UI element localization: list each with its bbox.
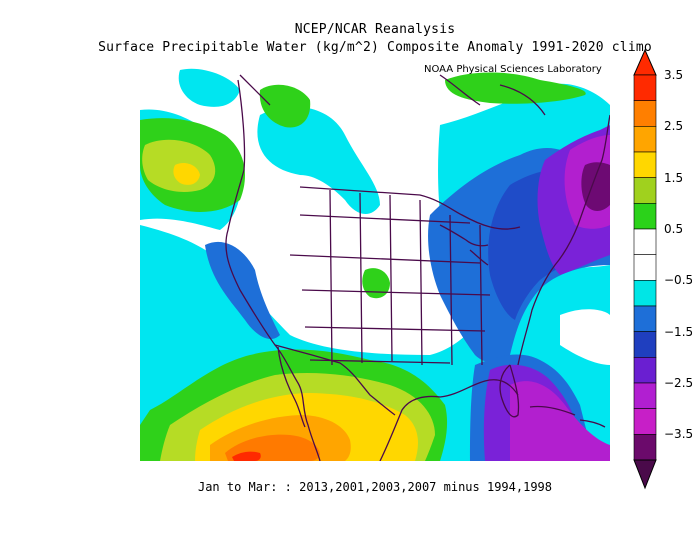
colorbar-tick-label: 3.5 [664, 68, 684, 82]
colorbar-segment [633, 408, 657, 435]
credit-label: NOAA Physical Sciences Laboratory [424, 64, 602, 75]
colorbar-tick-label: −0.5 [664, 273, 694, 288]
colorbar-segment [633, 434, 657, 461]
political-boundaries [225, 74, 610, 461]
colorbar-segment [633, 228, 657, 255]
colorbar-tick-label: 0.5 [664, 222, 684, 236]
florida [499, 364, 520, 418]
chart-title-source: NCEP/NCAR Reanalysis [294, 22, 456, 37]
gulf-coast [379, 379, 519, 461]
map-region-cyan-top [178, 68, 240, 107]
colorbar-segment [633, 126, 657, 153]
map-region-white-se [560, 309, 610, 365]
canada-arctic [239, 74, 546, 116]
colorbar-arrow-top [633, 48, 657, 76]
map-region-magenta-south [510, 381, 610, 461]
map-region-darkpurple-ne [581, 162, 610, 211]
state-lines-2 [329, 189, 483, 366]
colorbar-segment [633, 203, 657, 230]
colorbar-segment [633, 357, 657, 384]
colorbar [633, 48, 657, 490]
chart-title-variable: Surface Precipitable Water (kg/m^2) Comp… [98, 40, 652, 55]
colorbar-segment [633, 305, 657, 332]
colorbar-tick-label: −2.5 [664, 376, 694, 390]
colorbar-tick-label: 1.5 [664, 170, 684, 185]
composite-description: Jan to Mar: : 2013,2001,2003,2007 minus … [197, 480, 552, 494]
anomaly-map [140, 65, 610, 461]
map-region-green-nw-box [259, 84, 311, 128]
map-region-green-top-ne [445, 72, 586, 104]
colorbar-arrow-bottom [633, 459, 657, 490]
map-region-blue-west [205, 241, 280, 340]
colorbar-segment [633, 100, 657, 127]
state-lines-1 [289, 214, 491, 364]
map-region-white-interior [239, 183, 441, 352]
colorbar-tick-label: −3.5 [664, 427, 694, 442]
colorbar-segment [633, 331, 657, 358]
caribbean-islands [529, 405, 606, 428]
map-region-yellow-west [173, 163, 200, 185]
great-lakes [439, 224, 489, 266]
coastline-east [517, 114, 610, 366]
colorbar-segment [633, 254, 657, 281]
us-canada-border [299, 186, 521, 230]
colorbar-segment [633, 177, 657, 204]
map-region-cyan-north [257, 106, 380, 215]
map-region-green-kansas [362, 268, 390, 299]
us-mexico-border [274, 344, 396, 416]
colorbar-tick-label: 2.5 [664, 119, 684, 134]
map-region-red-south [232, 451, 261, 461]
coastline-baja [277, 346, 306, 428]
colorbar-segment [633, 280, 657, 307]
colorbar-segment [633, 382, 657, 409]
colorbar-segment [633, 74, 657, 101]
colorbar-tick-label: −1.5 [664, 324, 694, 339]
coastline-west [225, 79, 321, 461]
colorbar-segment [633, 151, 657, 178]
